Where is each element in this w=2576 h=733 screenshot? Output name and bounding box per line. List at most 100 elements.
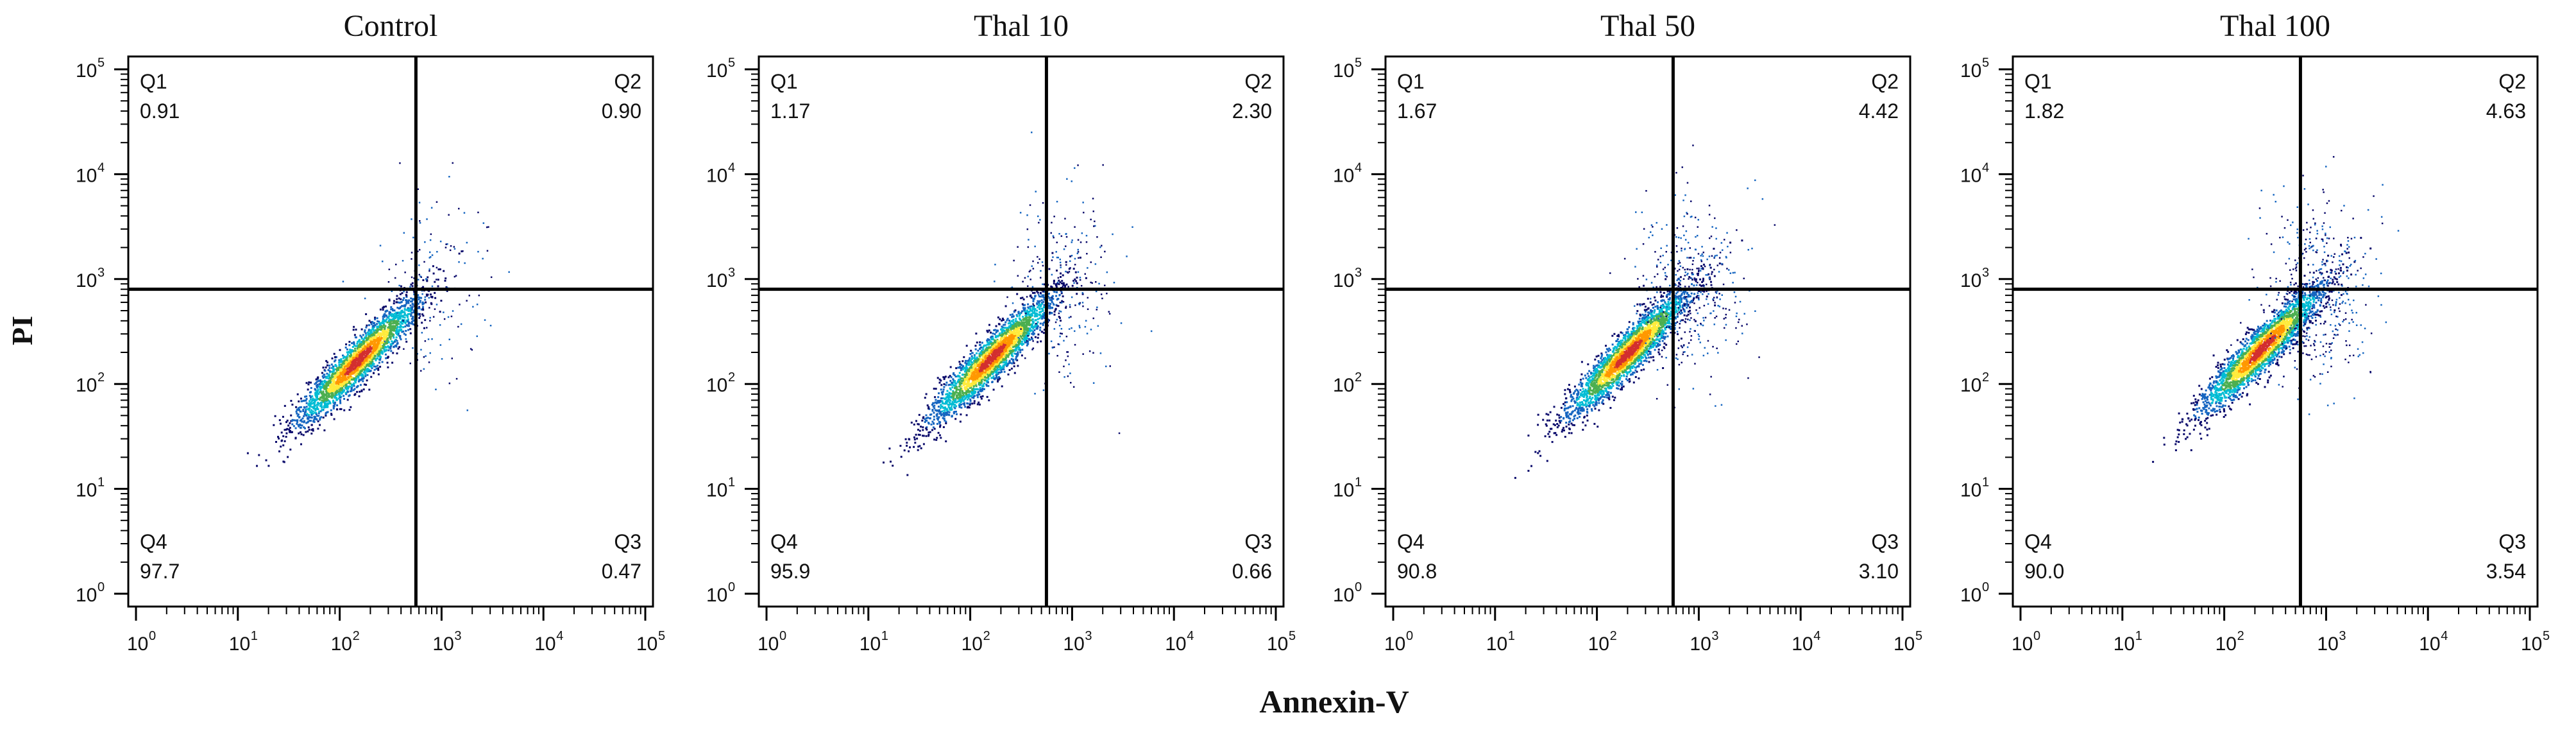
x-tick-label: 10 bbox=[127, 634, 148, 655]
y-tick-label: 10 bbox=[706, 60, 727, 82]
x-tick-label: 10 bbox=[534, 634, 555, 655]
quadrant-name: Q1 bbox=[1397, 70, 1425, 93]
quadrant-name: Q2 bbox=[614, 70, 641, 93]
y-tick-exponent: 4 bbox=[97, 160, 105, 175]
y-tick-exponent: 1 bbox=[1355, 476, 1362, 490]
y-tick-exponent: 5 bbox=[728, 56, 735, 70]
x-tick-label: 10 bbox=[331, 634, 352, 655]
plot-frame bbox=[2012, 55, 2539, 608]
x-tick-exponent: 3 bbox=[1085, 629, 1092, 643]
quadrant-percent: 97.7 bbox=[140, 560, 180, 583]
quadrant-percent: 3.54 bbox=[2486, 560, 2526, 583]
quadrant-percent: 0.91 bbox=[140, 99, 180, 123]
x-tick-exponent: 4 bbox=[1813, 629, 1820, 643]
y-tick-exponent: 1 bbox=[1982, 476, 1989, 490]
y-tick-exponent: 2 bbox=[728, 370, 735, 384]
quadrant-name: Q1 bbox=[2024, 70, 2052, 93]
quadrant-percent: 3.10 bbox=[1859, 560, 1899, 583]
quadrant-name: Q3 bbox=[1244, 530, 1272, 553]
y-tick-label: 10 bbox=[1333, 480, 1354, 501]
quadrant-name: Q4 bbox=[1397, 530, 1425, 553]
y-tick-exponent: 4 bbox=[1355, 160, 1362, 175]
y-tick-exponent: 2 bbox=[97, 370, 105, 384]
y-tick-label: 10 bbox=[1960, 165, 1981, 186]
x-tick-label: 10 bbox=[1267, 634, 1288, 655]
x-tick-label: 10 bbox=[1690, 634, 1711, 655]
x-tick-label: 10 bbox=[2419, 634, 2440, 655]
y-tick-exponent: 1 bbox=[728, 476, 735, 490]
x-tick-exponent: 3 bbox=[454, 629, 461, 643]
y-tick-exponent: 3 bbox=[97, 266, 105, 280]
quadrant-percent: 0.47 bbox=[602, 560, 641, 583]
y-tick-exponent: 5 bbox=[97, 56, 105, 70]
plot-frame bbox=[1384, 55, 1911, 608]
x-tick-label: 10 bbox=[1486, 634, 1507, 655]
plot-frame bbox=[758, 55, 1285, 608]
event-dots bbox=[2152, 156, 2400, 463]
x-tick-label: 10 bbox=[2114, 634, 2135, 655]
x-tick-label: 10 bbox=[2521, 634, 2542, 655]
event-dots bbox=[883, 132, 1153, 476]
quadrant-percent: 90.8 bbox=[1397, 560, 1437, 583]
y-tick-exponent: 1 bbox=[97, 476, 105, 490]
y-tick-label: 10 bbox=[706, 270, 727, 291]
x-tick-exponent: 0 bbox=[149, 629, 156, 643]
y-tick-exponent: 0 bbox=[97, 580, 105, 594]
x-tick-label: 10 bbox=[962, 634, 983, 655]
quadrant-percent: 1.82 bbox=[2024, 99, 2064, 123]
x-tick-exponent: 1 bbox=[251, 629, 258, 643]
x-tick-label: 10 bbox=[1063, 634, 1084, 655]
quadrant-name: Q2 bbox=[1244, 70, 1272, 93]
x-tick-label: 10 bbox=[1588, 634, 1609, 655]
y-tick-exponent: 0 bbox=[728, 580, 735, 594]
quadrant-name: Q4 bbox=[140, 530, 167, 553]
y-tick-label: 10 bbox=[1960, 585, 1981, 606]
x-tick-exponent: 2 bbox=[2237, 629, 2244, 643]
y-tick-exponent: 4 bbox=[728, 160, 735, 175]
y-tick-label: 10 bbox=[1333, 165, 1354, 186]
y-tick-label: 10 bbox=[76, 585, 97, 606]
y-axis-label: PI bbox=[6, 316, 38, 345]
y-tick-exponent: 2 bbox=[1982, 370, 1989, 384]
y-tick-label: 10 bbox=[706, 375, 727, 396]
y-tick-label: 10 bbox=[1960, 480, 1981, 501]
quadrant-percent: 1.17 bbox=[770, 99, 810, 123]
x-tick-label: 10 bbox=[1165, 634, 1186, 655]
event-dots bbox=[246, 162, 510, 467]
x-tick-exponent: 1 bbox=[2135, 629, 2142, 643]
y-tick-exponent: 3 bbox=[1355, 266, 1362, 280]
y-tick-label: 10 bbox=[1333, 585, 1354, 606]
x-tick-exponent: 1 bbox=[1508, 629, 1515, 643]
plot-frame bbox=[127, 55, 654, 608]
x-tick-label: 10 bbox=[1894, 634, 1915, 655]
panel-title: Thal 10 bbox=[974, 9, 1069, 43]
x-tick-label: 10 bbox=[1384, 634, 1405, 655]
quadrant-name: Q3 bbox=[614, 530, 641, 553]
y-tick-label: 10 bbox=[1960, 60, 1981, 82]
x-tick-label: 10 bbox=[860, 634, 881, 655]
y-tick-label: 10 bbox=[76, 375, 97, 396]
event-dots bbox=[1514, 144, 1776, 479]
panel-title: Thal 100 bbox=[2220, 9, 2330, 43]
quadrant-name: Q4 bbox=[2024, 530, 2052, 553]
quadrant-name: Q2 bbox=[2498, 70, 2526, 93]
y-tick-label: 10 bbox=[76, 480, 97, 501]
x-tick-label: 10 bbox=[432, 634, 453, 655]
panel-title: Thal 50 bbox=[1600, 9, 1695, 43]
y-tick-label: 10 bbox=[1333, 270, 1354, 291]
x-tick-exponent: 1 bbox=[881, 629, 888, 643]
y-tick-label: 10 bbox=[1960, 270, 1981, 291]
y-tick-label: 10 bbox=[76, 270, 97, 291]
x-tick-exponent: 4 bbox=[556, 629, 563, 643]
quadrant-name: Q1 bbox=[140, 70, 167, 93]
y-tick-exponent: 4 bbox=[1982, 160, 1989, 175]
quadrant-percent: 4.63 bbox=[2486, 99, 2526, 123]
quadrant-percent: 1.67 bbox=[1397, 99, 1437, 123]
x-tick-exponent: 0 bbox=[2033, 629, 2040, 643]
